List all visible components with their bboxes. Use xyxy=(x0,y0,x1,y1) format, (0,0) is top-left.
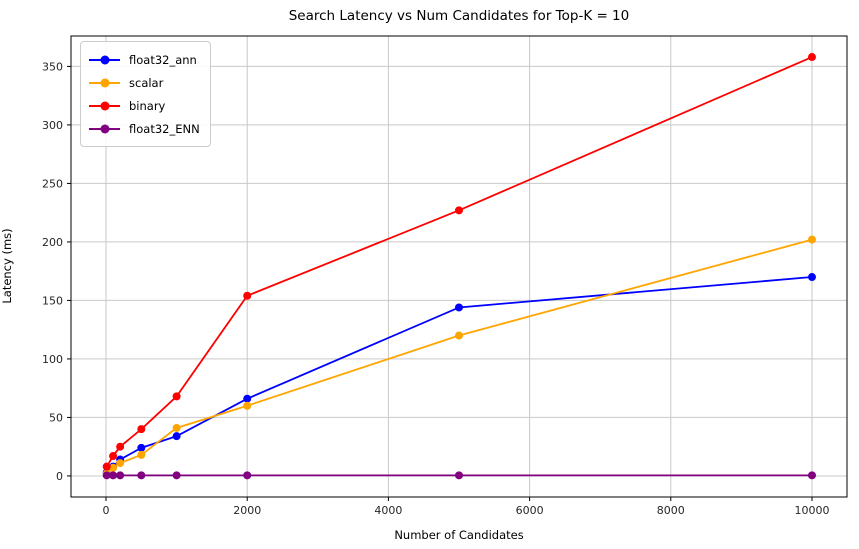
series-binary-point xyxy=(116,442,125,451)
legend-item-float32_ann: float32_ann xyxy=(89,48,200,71)
series-binary-point xyxy=(109,452,118,461)
series-float32_ENN-point xyxy=(116,471,125,480)
series-binary-point xyxy=(137,425,146,434)
y-tick-label: 350 xyxy=(42,60,63,73)
legend-line-sample xyxy=(89,78,120,87)
series-binary-line xyxy=(105,56,813,468)
series-binary-point xyxy=(807,53,816,62)
y-axis-label: Latency (ms) xyxy=(0,228,14,304)
series-float32_ENN-point xyxy=(455,471,463,480)
series-float32_ENN-point xyxy=(243,471,252,480)
y-tick-label: 100 xyxy=(42,353,63,366)
series-scalar-point xyxy=(455,331,463,340)
x-tick-label: 6000 xyxy=(516,504,544,517)
series-scalar-point xyxy=(137,450,146,459)
series-float32_ann-point xyxy=(807,273,816,282)
series-float32_ENN-point xyxy=(807,471,816,480)
series-scalar-point xyxy=(116,459,125,468)
series-float32_ENN-point xyxy=(172,471,181,480)
legend-item-binary: binary xyxy=(89,94,200,117)
series-scalar-point xyxy=(172,423,181,432)
legend-line-sample xyxy=(89,55,120,64)
legend-marker-dot xyxy=(100,101,109,110)
y-tick-label: 250 xyxy=(42,177,63,190)
series-float32_ann-point xyxy=(172,432,181,441)
legend-item-scalar: scalar xyxy=(89,71,200,94)
series-float32_ENN-point xyxy=(109,471,118,480)
plot-frame xyxy=(70,35,848,498)
legend-line-sample xyxy=(89,124,120,133)
series-float32_ann-point xyxy=(137,443,146,452)
legend-label: scalar xyxy=(129,75,164,90)
legend-line-sample xyxy=(89,101,120,110)
x-tick-label: 8000 xyxy=(657,504,685,517)
x-tick-label: 2000 xyxy=(233,504,261,517)
series-scalar-point xyxy=(109,463,118,472)
y-tick-label: 50 xyxy=(49,411,63,424)
legend-marker-dot xyxy=(100,55,109,64)
legend-label: binary xyxy=(129,98,166,113)
x-tick-label: 0 xyxy=(103,504,110,517)
series-scalar-point xyxy=(243,401,252,410)
series-scalar-point xyxy=(807,235,816,244)
legend-item-float32_ENN: float32_ENN xyxy=(89,117,200,140)
y-tick-label: 300 xyxy=(42,119,63,132)
series-binary-point xyxy=(172,392,181,401)
series-float32_ENN-point xyxy=(137,471,146,480)
y-tick-label: 200 xyxy=(42,236,63,249)
legend-label: float32_ann xyxy=(129,52,197,67)
series-binary-point xyxy=(455,206,463,215)
x-tick-label: 4000 xyxy=(374,504,402,517)
legend-label: float32_ENN xyxy=(129,121,200,136)
series-float32_ENN-point xyxy=(102,471,111,480)
series-scalar-line xyxy=(106,238,813,475)
x-tick-label: 10000 xyxy=(794,504,829,517)
y-tick-label: 0 xyxy=(56,470,63,483)
legend-marker-dot xyxy=(100,124,109,133)
legend-marker-dot xyxy=(100,78,109,87)
x-axis-label: Number of Candidates xyxy=(394,528,524,542)
chart-title: Search Latency vs Num Candidates for Top… xyxy=(288,8,630,24)
y-tick-label: 150 xyxy=(42,294,63,307)
series-float32_ann-point xyxy=(455,303,463,312)
series-float32_ann-point xyxy=(243,394,252,403)
series-binary-point xyxy=(102,462,111,471)
series-binary-point xyxy=(243,291,252,300)
